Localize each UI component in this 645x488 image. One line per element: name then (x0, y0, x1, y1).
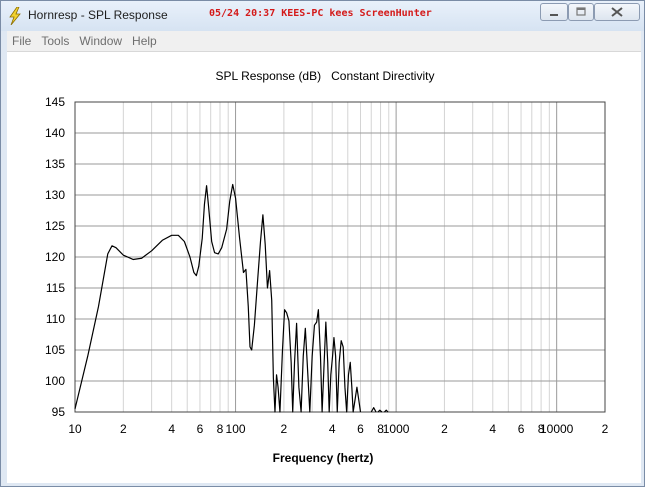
close-icon (611, 7, 623, 17)
y-tick-label: 120 (45, 250, 65, 264)
x-tick-label: 6 (518, 422, 525, 436)
close-button[interactable] (594, 3, 640, 21)
chart-area: SPL Response (dB) Constant Directivity 1… (7, 52, 641, 483)
x-tick-label: 1000 (383, 422, 410, 436)
x-tick-label: 4 (489, 422, 496, 436)
x-tick-label: 2 (281, 422, 288, 436)
maximize-button[interactable] (568, 3, 594, 21)
x-tick-label: 10000 (540, 422, 574, 436)
x-tick-label: 2 (441, 422, 448, 436)
x-tick-label: 8 (538, 422, 545, 436)
x-tick-label: 2 (120, 422, 127, 436)
spl-response-chart: SPL Response (dB) Constant Directivity 1… (45, 69, 609, 465)
y-tick-label: 130 (45, 188, 65, 202)
x-tick-label: 6 (357, 422, 364, 436)
menu-window[interactable]: Window (79, 34, 123, 48)
y-tick-label: 100 (45, 374, 65, 388)
x-tick-label: 2 (602, 422, 609, 436)
x-tick-label: 8 (377, 422, 384, 436)
lightning-bolt-icon (9, 7, 21, 25)
minimize-button[interactable] (540, 3, 568, 21)
screenhunter-watermark: 05/24 20:37 KEES-PC kees ScreenHunter (209, 8, 432, 19)
x-tick-label: 4 (329, 422, 336, 436)
restore-icon (576, 7, 586, 16)
spl-response-line (383, 409, 389, 413)
y-tick-label: 105 (45, 343, 65, 357)
x-tick-label: 6 (197, 422, 204, 436)
x-tick-label: 8 (217, 422, 224, 436)
y-tick-label: 110 (46, 312, 65, 326)
menu-file[interactable]: File (12, 34, 32, 48)
x-axis-label: Frequency (hertz) (273, 451, 374, 465)
menu-help[interactable]: Help (132, 34, 157, 48)
spl-response-line (377, 409, 383, 413)
x-tick-label: 4 (168, 422, 175, 436)
y-tick-label: 95 (52, 405, 66, 419)
window-title: Hornresp - SPL Response (28, 8, 168, 22)
spl-response-line (370, 407, 377, 413)
menu-bar: File Tools Window Help (7, 31, 641, 52)
y-tick-label: 115 (46, 281, 65, 295)
chart-title: SPL Response (dB) Constant Directivity (216, 69, 435, 83)
plot-frame (74, 101, 606, 413)
x-tick-label: 100 (226, 422, 246, 436)
title-bar[interactable]: Hornresp - SPL Response 05/24 20:37 KEES… (1, 1, 644, 31)
x-tick-label: 10 (68, 422, 82, 436)
spl-response-line (74, 183, 362, 413)
y-tick-label: 125 (45, 219, 65, 233)
y-tick-label: 145 (45, 95, 65, 109)
minimize-icon (550, 14, 558, 16)
y-tick-label: 140 (45, 126, 65, 140)
y-tick-label: 135 (45, 157, 65, 171)
menu-tools[interactable]: Tools (41, 34, 70, 48)
